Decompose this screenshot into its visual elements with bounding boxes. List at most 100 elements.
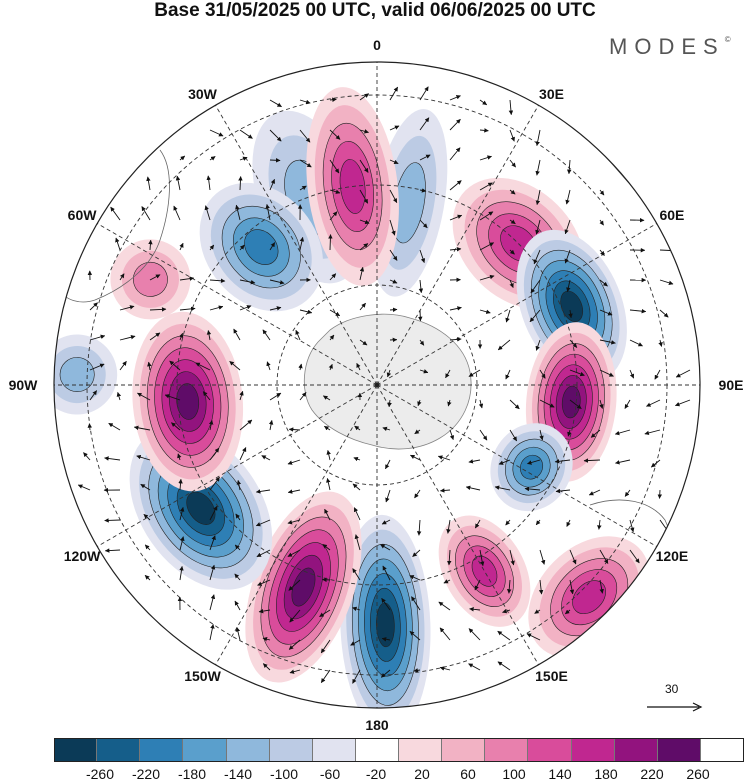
wind-vector-35 [146,176,151,191]
wind-vector-8 [508,99,514,116]
wind-vector-258 [353,507,361,521]
wind-vector-232 [140,483,151,491]
wind-vector-71 [179,242,184,251]
wind-vector-301 [569,579,575,595]
wind-vector-73 [239,244,245,251]
wind-vector-197 [288,427,301,432]
wind-vector-292 [288,579,301,591]
wind-vector-122 [505,309,511,323]
wind-vector-30 [449,147,461,161]
wind-vector-211 [104,456,121,461]
wind-vector-307 [289,609,301,623]
wind-vector-147 [658,339,663,347]
wind-vector-296 [409,575,421,581]
wind-vector-260 [416,519,422,536]
wind-vector-190 [87,423,93,431]
wind-vector-180 [417,399,422,407]
wind-vector-7 [479,99,488,106]
anomaly-pos-14-level-4 [572,580,607,615]
wind-vector-229 [650,459,661,468]
wind-vector-264 [535,519,541,526]
wind-vector-331 [320,669,331,683]
wind-vector-94 [269,279,285,285]
wind-vector-184 [539,399,555,408]
wind-vector-321 [320,639,331,654]
wind-vector-140 [449,337,462,342]
wind-vector-134 [262,329,271,341]
wind-vector-121 [479,309,491,314]
colorbar-swatch-6 [312,738,356,762]
wind-vector-284 [569,549,577,565]
wind-vector-1 [299,99,311,105]
colorbar-swatch-7 [355,738,399,762]
wind-vector-126 [629,308,647,314]
wind-vector-223 [468,459,481,464]
south-pole-marker [374,382,380,388]
wind-vector-120 [449,306,462,311]
colorbar-swatch-8 [399,738,443,762]
wind-vector-158 [386,369,392,378]
wind-vector-330 [289,669,301,674]
wind-vector-97 [359,266,365,281]
wind-vector-42 [359,189,369,204]
wind-vector-60 [389,219,396,236]
wind-vector-274 [256,549,271,558]
wind-vector-72 [209,244,215,251]
colorbar-tick-label: 60 [460,766,476,782]
wind-vector-154 [266,361,271,371]
wind-vector-156 [328,363,333,371]
wind-vector-165 [599,369,614,377]
wind-vector-110 [149,307,167,312]
wind-vector-300 [538,579,544,595]
wind-vector-92 [209,278,226,284]
wind-vector-275 [287,549,301,557]
wind-vector-315 [534,609,541,614]
wind-vector-181 [447,399,452,407]
wind-vector-103 [530,279,541,294]
wind-vector-263 [505,519,511,526]
wind-vector-131 [178,332,184,341]
colorbar-tick-label: -60 [319,766,341,782]
wind-vector-26 [329,159,340,174]
wind-vector-220 [385,459,391,470]
wind-vector-308 [319,609,331,618]
wind-vector-210 [83,452,91,461]
wind-vector-281 [479,549,485,567]
wind-vector-108 [89,302,98,311]
wind-vector-238 [326,478,331,491]
wind-vector-91 [179,276,195,281]
colorbar-swatch-12 [571,738,615,762]
colorbar-swatch-2 [140,738,184,762]
reference-vector-label: 30 [665,682,679,696]
wind-vector-313 [469,607,481,612]
wind-vector-5 [419,86,429,101]
wind-vector-163 [539,369,546,379]
wind-vector-304 [209,594,216,611]
wind-vector-170 [116,392,122,401]
wind-vector-336 [468,663,481,671]
wind-vector-279 [412,549,421,557]
wind-vector-46 [479,182,493,191]
wind-vector-185 [569,399,582,410]
wind-vector-135 [295,329,301,341]
wind-vector-76 [328,234,333,251]
wind-vector-334 [413,668,421,673]
wind-vector-253 [209,505,218,521]
wind-vector-36 [175,175,181,191]
wind-vector-117 [359,302,366,311]
wind-vector-4 [389,86,399,101]
longitude-label-90w: 90W [8,377,38,393]
wind-vector-314 [502,608,511,614]
wind-vector-280 [447,549,452,566]
wind-vector-74 [269,242,276,251]
wind-vector-9 [209,129,224,137]
wind-vector-171 [137,392,151,401]
colorbar-swatch-14 [657,738,701,762]
wind-vector-289 [209,564,216,581]
wind-vector-139 [419,339,425,346]
wind-vector-63 [479,211,494,221]
anomaly-neg-12-level-2 [59,357,95,392]
longitude-label-120w: 120W [63,547,101,564]
wind-vector-320 [288,639,301,650]
wind-vector-145 [599,339,616,345]
